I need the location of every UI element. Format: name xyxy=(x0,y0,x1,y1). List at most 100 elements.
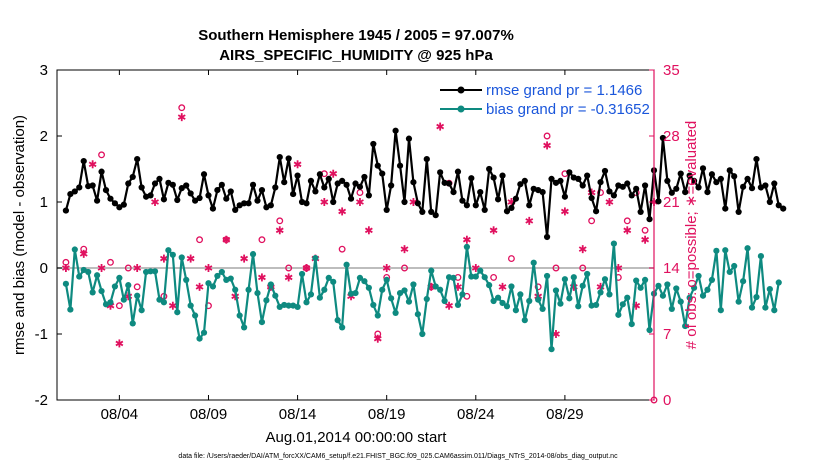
rmse-point xyxy=(71,188,78,195)
bias-point xyxy=(93,272,101,279)
bias-point xyxy=(298,270,306,278)
bias-point xyxy=(490,297,497,305)
evaluated-obs-marker xyxy=(373,334,382,343)
rmse-point xyxy=(597,179,604,186)
evaluated-obs-marker-stroke xyxy=(498,284,507,290)
rmse-point xyxy=(120,201,127,208)
possible-obs-marker xyxy=(641,226,649,234)
evaluated-obs-marker xyxy=(186,254,195,263)
evaluated-obs-marker-stroke xyxy=(133,265,142,271)
bias-point xyxy=(312,255,319,262)
bias-point xyxy=(717,307,724,314)
bias-point xyxy=(62,280,70,287)
rmse-point xyxy=(686,172,693,179)
rmse-point xyxy=(67,190,74,198)
bias-point xyxy=(463,243,470,250)
bias-point xyxy=(659,292,667,299)
evaluated-obs-marker xyxy=(320,198,329,206)
evaluated-obs-marker xyxy=(302,264,311,272)
bias-point xyxy=(566,295,573,302)
bias-point xyxy=(89,289,96,296)
rmse-point xyxy=(668,189,675,196)
bias-point xyxy=(517,291,524,298)
bias-point xyxy=(508,283,515,290)
evaluated-obs-marker xyxy=(258,273,266,282)
evaluated-obs-marker xyxy=(489,226,498,235)
plot-area xyxy=(56,69,787,404)
bias-point xyxy=(606,291,613,298)
bias-point xyxy=(619,301,626,308)
rmse-point xyxy=(156,175,163,182)
rmse-point xyxy=(392,127,399,134)
legend-rmse-marker xyxy=(457,86,465,94)
rmse-point xyxy=(102,187,110,194)
evaluated-obs-marker-stroke xyxy=(329,170,338,177)
plot-background xyxy=(57,70,654,400)
rmse-point xyxy=(241,200,248,207)
rmse-point xyxy=(98,168,105,175)
x-tick-label: 08/29 xyxy=(546,406,584,423)
rmse-point xyxy=(543,233,551,241)
evaluated-obs-marker-stroke xyxy=(284,274,293,281)
rmse-point xyxy=(294,172,301,179)
y-tick-label: 0 xyxy=(40,260,48,277)
rmse-point xyxy=(303,200,310,207)
rmse-point xyxy=(780,205,787,212)
possible-obs-marker xyxy=(401,264,408,272)
rmse-point xyxy=(325,175,332,182)
bias-point xyxy=(365,284,372,291)
rmse-point xyxy=(606,188,613,195)
bias-point xyxy=(107,299,114,306)
rmse-point xyxy=(361,173,368,181)
rmse-point xyxy=(334,180,341,187)
rmse-point xyxy=(93,197,101,204)
evaluated-obs-marker-stroke xyxy=(115,340,124,347)
rmse-point xyxy=(343,181,350,188)
bias-point xyxy=(731,262,738,270)
rmse-point xyxy=(267,202,274,209)
bias-point xyxy=(76,273,83,280)
rmse-point xyxy=(414,200,421,207)
rmse-point xyxy=(744,175,751,182)
evaluated-obs-marker-stroke xyxy=(578,246,587,252)
bias-point xyxy=(205,280,212,287)
bias-point xyxy=(330,278,337,285)
rmse-point xyxy=(388,182,395,189)
x-tick-label: 08/14 xyxy=(279,406,317,423)
rmse-point xyxy=(160,196,168,203)
evaluated-obs-marker xyxy=(462,235,471,244)
evaluated-obs-marker xyxy=(195,282,204,291)
bias-point xyxy=(165,247,172,254)
bias-point xyxy=(388,295,395,302)
bias-point xyxy=(748,304,756,311)
evaluated-obs-marker xyxy=(382,264,391,272)
rmse-point xyxy=(285,155,292,162)
bias-point xyxy=(468,273,475,280)
bias-point xyxy=(450,274,457,281)
rmse-point xyxy=(410,179,417,186)
evaluated-obs-marker-stroke xyxy=(623,227,632,234)
rmse-point xyxy=(339,177,346,184)
rmse-point xyxy=(704,189,711,196)
bias-point xyxy=(713,247,720,254)
rmse-point xyxy=(771,180,778,187)
rmse-point xyxy=(539,189,546,196)
x-axis: 08/04 08/09 08/14 08/19 08/24 08/29 xyxy=(101,70,584,423)
rmse-point xyxy=(584,172,591,179)
bias-point xyxy=(254,289,261,297)
possible-obs-marker xyxy=(490,273,498,281)
possible-obs-marker xyxy=(285,264,293,272)
bias-point xyxy=(633,277,640,284)
rmse-point xyxy=(454,168,462,175)
rmse-point xyxy=(490,174,497,181)
evaluated-obs-marker xyxy=(293,160,302,169)
evaluated-obs-marker xyxy=(79,249,88,258)
rmse-point xyxy=(722,205,729,212)
rmse-point xyxy=(748,185,756,192)
bias-point xyxy=(339,324,346,331)
rmse-point xyxy=(766,198,773,206)
evaluated-obs-marker xyxy=(115,339,124,348)
rmse-point xyxy=(209,205,217,212)
rmse-point xyxy=(468,175,475,182)
